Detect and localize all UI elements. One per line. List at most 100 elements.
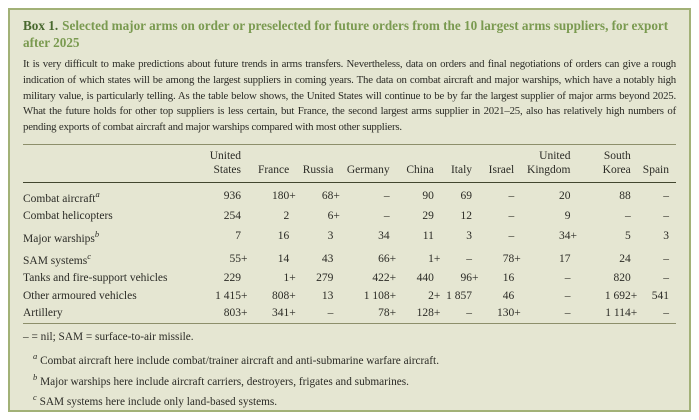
plus-suffix: + (630, 307, 638, 320)
value-cell: 7 (194, 226, 248, 248)
cell-value: 20 (558, 190, 571, 203)
cell-value: 2 (283, 210, 290, 223)
cell-value: 1 692 (604, 289, 631, 302)
value-cell: – (638, 270, 676, 288)
cell-value: 130 (496, 307, 515, 320)
cell-value: 43 (321, 252, 334, 265)
cell-value: 820 (613, 272, 631, 285)
cell-value: 279 (316, 272, 334, 285)
value-cell: 1 108+ (340, 288, 396, 306)
row-label: Artillery (23, 307, 63, 320)
plus-suffix: + (630, 289, 638, 302)
abbreviations-note: – = nil; SAM = surface-to-air missile. (23, 330, 194, 343)
value-cell: 541 (638, 288, 676, 306)
cell-value: – (624, 210, 631, 223)
value-cell: – (638, 182, 676, 208)
value-cell: – (521, 270, 577, 288)
value-cell: 17 (521, 248, 577, 270)
cell-value: – (466, 307, 473, 320)
footnote: c SAM systems here include only land-bas… (33, 392, 278, 408)
box-number-label: Box 1. (23, 18, 59, 33)
value-cell: 34+ (521, 226, 577, 248)
value-cell: – (521, 288, 577, 306)
row-label-column-header (23, 148, 194, 183)
plus-suffix: + (433, 307, 441, 320)
cell-value: 14 (277, 252, 290, 265)
value-cell: 1+ (397, 248, 441, 270)
value-cell: – (638, 305, 676, 323)
value-cell: 3 (638, 226, 676, 248)
value-cell: – (340, 208, 396, 226)
value-cell: 90 (397, 182, 441, 208)
plus-suffix: + (389, 307, 397, 320)
value-cell: 1 857 (441, 288, 479, 306)
cell-value: 128 (416, 307, 434, 320)
table-row: SAM systemsc 55+ 14 43 66+ 1+ –78+ 17 24– (23, 248, 676, 270)
value-cell: – (638, 248, 676, 270)
value-cell: 16 (479, 270, 521, 288)
value-cell: – (638, 208, 676, 226)
cell-value: 1 (428, 252, 434, 265)
cell-value: 1 114 (605, 307, 631, 320)
plus-suffix: + (433, 289, 441, 302)
cell-value: 46 (502, 289, 515, 302)
cell-value: 1 415 (215, 289, 242, 302)
row-label: Major warshipsb (23, 228, 100, 245)
footnote-marker: b (94, 228, 100, 239)
value-cell: 803+ (194, 305, 248, 323)
cell-value: 6 (327, 210, 334, 223)
value-cell: – (340, 182, 396, 208)
cell-value: 16 (502, 272, 515, 285)
value-cell: 2 (248, 208, 296, 226)
cell-value: 78 (502, 252, 515, 265)
table-header: United States France Russia Germany China Ita… (23, 148, 676, 183)
cell-value: 7 (235, 230, 242, 243)
cell-value: – (383, 190, 390, 203)
cell-value: 9 (564, 210, 571, 223)
value-cell: 43 (296, 248, 340, 270)
cell-value: – (564, 289, 571, 302)
cell-value: 341 (271, 307, 290, 320)
table-row: Artillery 803+ 341+ –78+ 128+ –130+ –1 114+ – (23, 305, 676, 323)
cell-value: 2 (428, 289, 434, 302)
value-cell: 180+ (248, 182, 296, 208)
cell-value: 34 (558, 230, 571, 243)
cell-value: 88 (619, 190, 631, 203)
cell-value: 11 (422, 230, 434, 243)
value-cell: 78+ (340, 305, 396, 323)
table-bottom-divider (23, 322, 676, 324)
column-header: Italy (440, 148, 480, 183)
cell-value: – (466, 252, 473, 265)
cell-value: 5 (624, 230, 631, 243)
cell-value: 69 (460, 190, 473, 203)
cell-value: 96 (460, 272, 473, 285)
cell-value: – (663, 190, 669, 203)
value-cell: 130+ (479, 305, 521, 323)
value-cell: 20 (521, 182, 577, 208)
value-cell: 229 (194, 270, 248, 288)
value-cell: – (479, 182, 521, 208)
cell-value: – (663, 210, 669, 223)
value-cell: 68+ (296, 182, 340, 208)
value-cell: 24 (577, 248, 637, 270)
plus-suffix: + (570, 230, 577, 243)
cell-value: 55 (229, 252, 242, 265)
value-cell: 9 (521, 208, 577, 226)
footnote-marker: b (33, 371, 38, 382)
column-header: Israel (479, 148, 522, 183)
column-header: Germany (340, 148, 397, 183)
value-cell: 820 (577, 270, 637, 288)
intro-paragraph: It is very difficult to make predictions… (23, 58, 676, 134)
plus-suffix: + (289, 289, 296, 302)
cell-value: 254 (223, 210, 242, 223)
value-cell: 88 (577, 182, 637, 208)
cell-value: 803 (223, 307, 242, 320)
plus-suffix: + (241, 252, 248, 265)
value-cell: 3 (441, 226, 479, 248)
cell-value: 936 (223, 190, 242, 203)
plus-suffix: + (289, 307, 296, 320)
value-cell: 66+ (340, 248, 396, 270)
cell-value: 16 (277, 230, 290, 243)
value-cell: 440 (397, 270, 441, 288)
value-cell: – (441, 305, 479, 323)
